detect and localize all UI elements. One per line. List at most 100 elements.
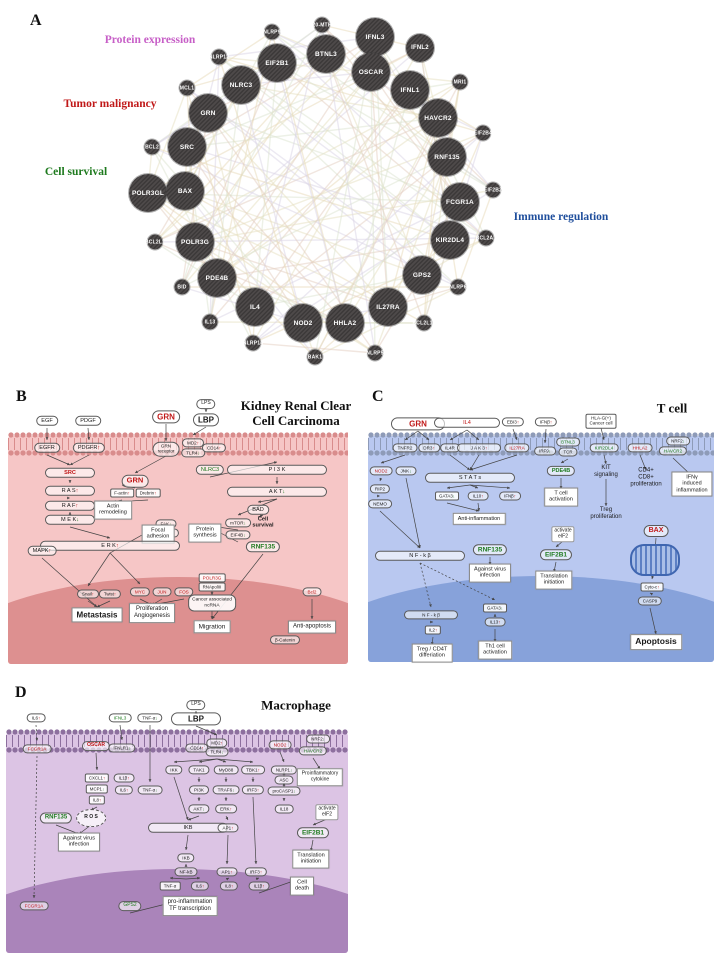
pathway-node-b_anti: Anti-apoptosis [287, 620, 337, 634]
pathway-node-b_polr3g: POLR3G [198, 573, 226, 583]
up-arrow-icon: ↑ [102, 775, 106, 781]
pathway-node-b_rnapol: RNApolIII [198, 582, 226, 592]
gene-node-eif2b2: EIF2B2 [484, 182, 502, 198]
category-label-immune-regulation: Immune regulation [513, 211, 609, 223]
gene-node-bcl2a1: BCL2A1 [476, 230, 496, 246]
node-label: IFNL3 [113, 715, 127, 721]
node-label: Translation initiation [540, 573, 568, 586]
pathway-node-c_transl: Translation initiation [535, 570, 573, 590]
node-label: HLA-G(+) Cancer cell [589, 415, 613, 426]
pathway-node-d_lbp: LBP [171, 712, 221, 726]
pathway-node-b_akt: A K T↓ [227, 486, 327, 498]
node-label: BAD [252, 506, 264, 513]
pathway-node-b_lps: LPS [196, 399, 216, 409]
node-label: proCASP1 [272, 788, 294, 794]
up-arrow-icon: ↑ [154, 490, 157, 496]
pathway-node-c_jnk: JNK↓ [395, 466, 417, 476]
node-label: TLR4 [210, 749, 222, 755]
gene-label: BTNL3 [315, 50, 337, 58]
pathway-node-b_protsyn: Protein synthesis [188, 523, 222, 543]
pathway-node-c_jak3: J A K 3↑ [457, 443, 501, 453]
pathway-node-c_eif2b1: EIF2B1 [539, 549, 573, 561]
pathway-node-c_acteif2: activate eIF2 [551, 526, 575, 542]
node-label: ASC [279, 777, 289, 783]
gene-node-oscar: OSCAR [352, 53, 390, 91]
pathway-node-c_th1: Th1 cell activation [478, 640, 512, 660]
node-label: Cancer associated ncRNA [192, 597, 232, 608]
gene-label: SRC [179, 143, 195, 151]
node-label: MAPK [32, 547, 49, 554]
pathway-node-d_nfkb: NF-kB [174, 867, 198, 877]
node-label: TNF-α [142, 787, 156, 793]
pathway-node-b_jun: JUN [152, 587, 172, 597]
pathway-node-d_ap1b: AP1↑ [216, 867, 238, 877]
gene-node-bax: BAX [166, 172, 204, 210]
up-arrow-icon: ↑ [257, 767, 260, 773]
node-label: HAVCR2 [663, 448, 683, 454]
pathway-node-c_antiinf: Anti-inflammation [452, 512, 506, 526]
pathway-node-d_celldeath: Cell death [290, 876, 314, 896]
panel-d-letter: D [15, 684, 27, 701]
node-label: IL4R [445, 445, 455, 451]
pathway-node-c_tnfr2: TNFR2 [392, 443, 418, 453]
node-label: IKK [170, 767, 178, 773]
node-label: TNF-α [142, 715, 156, 721]
pathway-node-c_ifnb: IFNβ↑ [534, 417, 558, 427]
gene-label: ST20-MTHFS [305, 22, 339, 28]
up-arrow-icon: ↑ [657, 584, 660, 590]
node-label: IL8 [92, 797, 99, 803]
gene-label: GRN [200, 109, 216, 117]
down-arrow-icon: ↓ [293, 788, 296, 794]
pathway-node-c_treg_prol: Treg proliferation [590, 507, 621, 521]
node-label: IRF9 [539, 448, 549, 454]
node-label: CD14 [190, 745, 202, 751]
pathway-node-d_ifnl3: IFNL3 [108, 713, 132, 723]
node-label: GATA3 [487, 605, 501, 611]
node-label: R A S [61, 487, 76, 494]
pathway-node-d_tak1: TAK1 [188, 765, 210, 775]
gene-node-hhla2: HHLA2 [326, 304, 364, 342]
down-arrow-icon: ↓ [289, 767, 293, 773]
pathway-node-b_focal: Focal adhesion [141, 524, 175, 544]
node-label: TBK1 [246, 767, 258, 773]
pathway-node-b_mtor: mTOR↓ [225, 518, 251, 528]
gene-node-rnf135: RNF135 [428, 138, 466, 176]
pathway-node-b_migr: Migration [193, 620, 231, 634]
gene-label: GPS2 [412, 271, 432, 279]
pathway-node-d_il8b: IL8↑ [219, 881, 239, 891]
node-label: GRN [409, 419, 427, 429]
node-label: IKB [182, 855, 190, 861]
up-arrow-icon: ↑ [256, 787, 260, 793]
node-label: S T A T s [458, 474, 482, 481]
pathway-node-d_ikk: IKK [165, 765, 183, 775]
node-label: DR3 [423, 445, 433, 451]
gene-node-ifnl1: IFNL1 [391, 71, 429, 109]
pathway-node-b_myc: MYC [129, 587, 151, 597]
gene-node-bcl2l10: BCL2L10 [412, 315, 435, 331]
pathway-node-b_meta: Metastasis [71, 607, 123, 623]
gene-node-il13: IL13 [202, 314, 218, 330]
node-label: NRF2 [671, 438, 683, 444]
up-arrow-icon: ↑ [97, 444, 101, 451]
node-label: Proliferation Angiogenesis [133, 606, 171, 619]
gene-node-il27ra: IL27RA [369, 288, 407, 326]
pathway-node-b_pdgfr: PDGFR↑ [72, 442, 106, 454]
up-arrow-icon: ↑ [75, 487, 79, 494]
node-label: AP1 [222, 825, 232, 831]
node-label: MD2 [187, 440, 197, 446]
panel-b-title: Kidney Renal Clear Cell Carcinoma [240, 398, 352, 428]
node-label: Actin remodeling [99, 503, 127, 516]
gene-label: BAX [177, 187, 193, 195]
node-label: LPS [191, 701, 201, 708]
node-label: Anti-apoptosis [292, 623, 332, 630]
pathway-node-c_tcr: TCR [558, 447, 578, 457]
up-arrow-icon: ↑ [115, 542, 119, 549]
panel-c-letter: C [372, 388, 384, 405]
node-label: E R K [101, 542, 116, 549]
pathway-node-d_irf3b: IRF3↑ [244, 867, 268, 877]
node-label: EBI3 [506, 419, 517, 425]
node-label: AKT [193, 806, 203, 812]
gene-label: NLRP5 [366, 350, 384, 356]
pathway-node-c_dr3: DR3↑ [418, 443, 440, 453]
node-label: NLRP1 [275, 767, 290, 773]
